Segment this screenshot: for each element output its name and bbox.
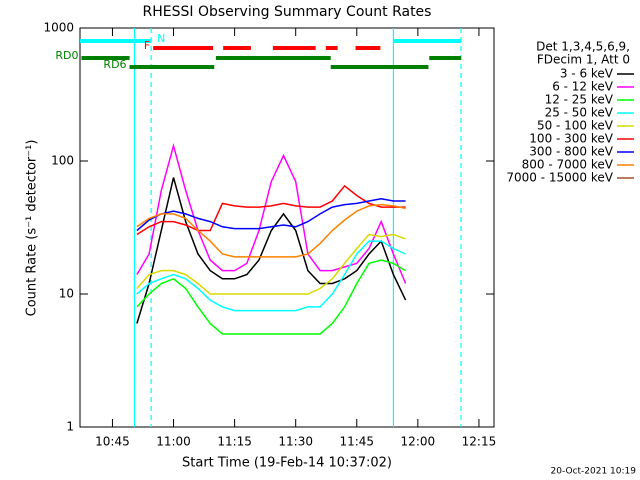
- x-tick-label: 11:00: [156, 435, 191, 449]
- legend-header: FDecim 1, Att 0: [537, 53, 630, 67]
- x-tick-label: 11:45: [339, 435, 374, 449]
- x-axis-label: Start Time (19-Feb-14 10:37:02): [182, 456, 392, 471]
- series-line: [136, 177, 407, 324]
- flag-label: RD0: [55, 49, 78, 62]
- series-line: [136, 203, 406, 258]
- legend-label: 100 - 300 keV: [529, 132, 613, 146]
- series-line: [136, 142, 407, 284]
- legend-label: 7000 - 15000 keV: [506, 171, 613, 185]
- series-line: [136, 259, 406, 335]
- y-tick-label: 100: [51, 154, 74, 168]
- x-tick-label: 12:15: [462, 435, 497, 449]
- series-line: [136, 240, 406, 312]
- legend-label: 50 - 100 keV: [537, 119, 614, 133]
- x-tick-label: 11:30: [278, 435, 313, 449]
- chart-title: RHESSI Observing Summary Count Rates: [143, 4, 432, 20]
- x-tick-label: 10:45: [95, 435, 130, 449]
- y-tick-label: 1000: [43, 21, 74, 35]
- legend-label: 12 - 25 keV: [545, 93, 614, 107]
- x-tick-label: 11:15: [217, 435, 252, 449]
- flag-label: F: [144, 39, 150, 52]
- legend-header: Det 1,3,4,5,6,9,: [536, 40, 630, 54]
- legend-label: 3 - 6 keV: [560, 67, 614, 81]
- flag-label: RD6: [103, 58, 126, 71]
- legend-label: 6 - 12 keV: [552, 80, 614, 94]
- series-line: [136, 198, 406, 232]
- y-axis-label: Count Rate (s⁻¹ detector⁻¹): [25, 140, 40, 317]
- legend-label: 25 - 50 keV: [545, 106, 614, 120]
- series-line: [136, 233, 406, 295]
- y-tick-label: 10: [59, 287, 74, 301]
- y-tick-label: 1: [66, 420, 74, 434]
- flag-label: N: [157, 32, 165, 45]
- plot-frame: [79, 27, 495, 428]
- series-line: [136, 184, 406, 236]
- footer: 20-Oct-2021 10:19: [551, 467, 637, 477]
- x-tick-label: 12:00: [401, 435, 436, 449]
- legend-label: 800 - 7000 keV: [522, 158, 614, 172]
- legend-label: 300 - 800 keV: [529, 145, 613, 159]
